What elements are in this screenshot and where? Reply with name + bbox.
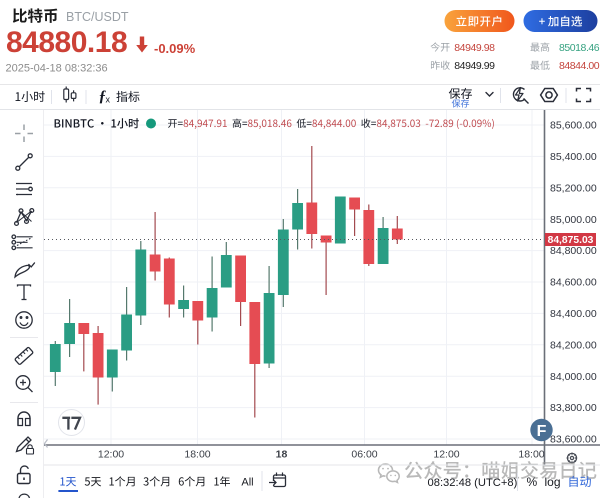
svg-text:12:00: 12:00 — [433, 449, 459, 461]
svg-text:84880.18: 84880.18 — [6, 26, 127, 59]
svg-text:84949.99: 84949.99 — [454, 60, 495, 72]
svg-text:x: x — [106, 95, 111, 105]
svg-text:08:32:48 (UTC+8): 08:32:48 (UTC+8) — [428, 477, 518, 489]
svg-text:ƒ: ƒ — [99, 88, 107, 105]
svg-text:85,600.00: 85,600.00 — [550, 120, 597, 132]
svg-text:-0.09%: -0.09% — [154, 41, 196, 56]
svg-text:84,200.00: 84,200.00 — [550, 339, 597, 351]
svg-text:84,800.00: 84,800.00 — [550, 245, 597, 257]
svg-text:12:00: 12:00 — [98, 449, 124, 461]
svg-text:84,000.00: 84,000.00 — [550, 371, 597, 383]
svg-text:18: 18 — [276, 449, 288, 461]
svg-text:85,400.00: 85,400.00 — [550, 151, 597, 163]
svg-text:log: log — [545, 475, 561, 489]
svg-text:06:00: 06:00 — [351, 449, 377, 461]
svg-text:85018.46: 85018.46 — [559, 42, 600, 54]
svg-text:18:00: 18:00 — [184, 449, 210, 461]
svg-text:18:00: 18:00 — [518, 449, 544, 461]
svg-text:All: All — [241, 477, 253, 489]
svg-text:84,400.00: 84,400.00 — [550, 308, 597, 320]
svg-text:2025-04-18 08:32:36: 2025-04-18 08:32:36 — [6, 63, 108, 75]
svg-text:F: F — [537, 423, 547, 440]
svg-text:84844.00: 84844.00 — [559, 60, 600, 72]
svg-text:83,800.00: 83,800.00 — [550, 402, 597, 414]
svg-text:85,000.00: 85,000.00 — [550, 214, 597, 226]
svg-text:84,875.03: 84,875.03 — [548, 235, 594, 246]
svg-text:BTC/USDT: BTC/USDT — [66, 10, 129, 24]
svg-text:84949.98: 84949.98 — [454, 42, 495, 54]
svg-text:85,200.00: 85,200.00 — [550, 182, 597, 194]
svg-text:84,600.00: 84,600.00 — [550, 277, 597, 289]
svg-text:83,600.00: 83,600.00 — [550, 434, 597, 446]
svg-text:%: % — [527, 475, 538, 489]
